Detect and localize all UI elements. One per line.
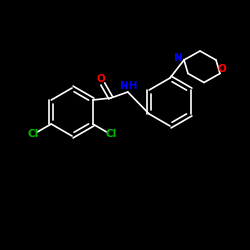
Text: Cl: Cl	[105, 129, 116, 139]
Text: NH: NH	[120, 81, 138, 91]
Text: Cl: Cl	[28, 129, 39, 139]
Text: N: N	[174, 53, 182, 63]
Text: O: O	[218, 64, 226, 74]
Text: O: O	[96, 74, 105, 84]
